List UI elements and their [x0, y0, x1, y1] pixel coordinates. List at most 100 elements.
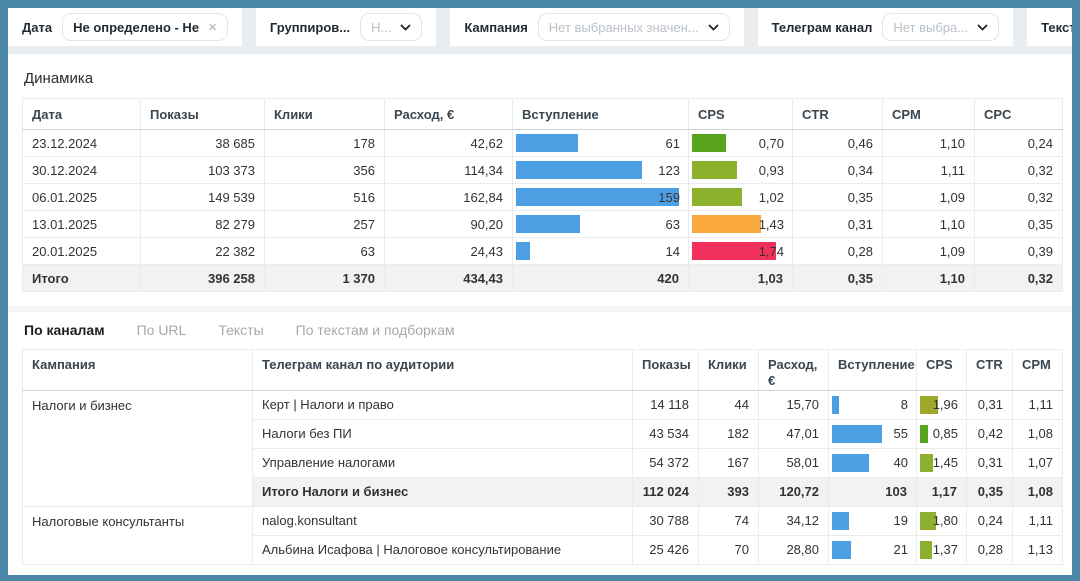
cps-cell-value: 1,02	[758, 189, 784, 205]
date-cell: 20.01.2025	[22, 237, 141, 265]
header-row: Дата Показы Клики Расход, € Вступление CPS CTR…	[22, 98, 1063, 130]
cpm-cell: 1,08	[1012, 418, 1063, 449]
cps-cell-bar	[920, 424, 928, 443]
cps-cell-value: 1,96	[932, 397, 958, 412]
join-cell-bar	[832, 511, 850, 530]
shows-cell: 38 685	[140, 129, 265, 157]
cps-cell: 1,37	[916, 534, 967, 565]
column-header[interactable]: CPS	[688, 98, 793, 130]
cps-cell-bar	[692, 242, 777, 260]
dynamics-total-row: Итого 396 258 1 370 434,43 420 1,03 0,35 1,10 0,…	[22, 264, 1063, 292]
column-header[interactable]: Клики	[698, 349, 759, 391]
join-cell-value: 123	[658, 162, 680, 178]
join-cell-bar	[516, 134, 579, 152]
tab-texts[interactable]: Тексты	[218, 322, 264, 338]
column-header[interactable]: CPM	[1012, 349, 1063, 391]
cps-cell: 1,43	[688, 210, 793, 238]
spend-cell: 114,34	[384, 156, 513, 184]
channels-table: Кампания Телеграм канал по аудитории Показ…	[22, 349, 1063, 565]
shows-cell: 149 539	[140, 183, 265, 211]
total-label: Итого	[22, 264, 141, 292]
shows-cell: 43 534	[632, 418, 699, 449]
join-cell-bar	[832, 395, 840, 414]
dynamics-row: 30.12.2024 103 373 356 114,34 123 0,93 0,34 1,1…	[22, 156, 1063, 184]
chevron-down-icon	[707, 23, 719, 31]
filter-campaign-value: Нет выбранных значен...	[548, 19, 699, 35]
filter-telegram-channel-select[interactable]: Нет выбра...	[882, 13, 1000, 41]
shows-cell: 54 372	[632, 447, 699, 478]
column-header[interactable]: CPM	[882, 98, 975, 130]
column-header[interactable]: Дата	[22, 98, 141, 130]
spend-cell: 24,43	[384, 237, 513, 265]
column-header[interactable]: Расход, €	[758, 349, 829, 391]
channels-row: Управление налогами 54 372 167 58,01 40 1,45 0…	[23, 447, 1063, 478]
cps-cell-bar	[920, 540, 933, 559]
cps-cell: 0,70	[688, 129, 793, 157]
filter-date: Дата Не определено - Не ×	[8, 8, 242, 46]
filter-date-chip[interactable]: Не определено - Не ×	[62, 13, 228, 41]
filter-campaign-select[interactable]: Нет выбранных значен...	[537, 13, 730, 41]
column-header[interactable]: Показы	[632, 349, 699, 391]
cps-cell-value: 0,85	[932, 426, 958, 441]
column-header[interactable]: Показы	[140, 98, 265, 130]
column-header[interactable]: CTR	[792, 98, 883, 130]
join-cell-value: 21	[893, 542, 908, 557]
column-header[interactable]: Клики	[264, 98, 385, 130]
join-cell: 40	[828, 447, 917, 478]
tab-texts-and-collections[interactable]: По текстам и подборкам	[295, 322, 455, 338]
clicks-cell: 167	[698, 447, 759, 478]
column-header[interactable]: Телеграм канал по аудитории	[252, 349, 633, 391]
cps-cell: 1,80	[916, 505, 967, 536]
cpm-cell: 1,10	[882, 129, 975, 157]
filter-campaign-label: Кампания	[464, 19, 528, 35]
spend-cell: 58,01	[758, 447, 829, 478]
join-cell: 159	[512, 183, 689, 211]
dynamics-row: 23.12.2024 38 685 178 42,62 61 0,70 0,46 1,10 0,…	[22, 129, 1063, 157]
channel-cell: Керт | Налоги и право	[252, 389, 633, 420]
cps-cell-bar	[920, 511, 937, 530]
ctr-cell: 0,28	[966, 534, 1013, 565]
date-cell: 30.12.2024	[22, 156, 141, 184]
ctr-cell: 0,35	[792, 183, 883, 211]
ctr-cell: 0,31	[966, 389, 1013, 420]
filter-grouping-select[interactable]: Н...	[360, 13, 423, 41]
cps-cell: 1,03	[688, 264, 793, 292]
date-cell: 13.01.2025	[22, 210, 141, 238]
spend-cell: 120,72	[758, 476, 829, 507]
cps-cell: 1,96	[916, 389, 967, 420]
column-header[interactable]: CPS	[916, 349, 967, 391]
spend-cell: 42,62	[384, 129, 513, 157]
clear-icon[interactable]: ×	[208, 18, 217, 36]
subtotal-label: Итого Налоги и бизнес	[252, 476, 633, 507]
channel-cell: Альбина Исафова | Налоговое консультиров…	[252, 534, 633, 565]
spend-cell: 47,01	[758, 418, 829, 449]
dynamics-row: 06.01.2025 149 539 516 162,84 159 1,02 0,35 1,0…	[22, 183, 1063, 211]
cpc-cell: 0,32	[974, 183, 1063, 211]
dynamics-panel: Динамика Дата Показы Клики Расход, € Вступле…	[8, 54, 1072, 306]
cps-cell-value: 1,37	[932, 542, 958, 557]
clicks-cell: 178	[264, 129, 385, 157]
column-header[interactable]: CTR	[966, 349, 1013, 391]
join-cell: 8	[828, 389, 917, 420]
filter-grouping: Группиров... Н...	[255, 8, 437, 46]
cps-cell-value: 1,45	[932, 455, 958, 470]
cpm-cell: 1,10	[882, 210, 975, 238]
column-header[interactable]: Вступление	[828, 349, 917, 391]
channel-cell: Управление налогами	[252, 447, 633, 478]
column-header[interactable]: Расход, €	[384, 98, 513, 130]
tab-by-channels[interactable]: По каналам	[24, 322, 105, 338]
ctr-cell: 0,46	[792, 129, 883, 157]
column-header[interactable]: CPC	[974, 98, 1063, 130]
cps-cell: 1,45	[916, 447, 967, 478]
dynamics-row: 13.01.2025 82 279 257 90,20 63 1,43 0,31 1,10 0,…	[22, 210, 1063, 238]
join-cell: 63	[512, 210, 689, 238]
cpm-cell: 1,08	[1012, 476, 1063, 507]
clicks-cell: 74	[698, 505, 759, 536]
channels-row: Налоговые консультанты nalog.konsultant 30…	[22, 505, 1063, 565]
column-header[interactable]: Вступление	[512, 98, 689, 130]
column-header[interactable]: Кампания	[22, 349, 253, 391]
cps-cell: 1,17	[916, 476, 967, 507]
clicks-cell: 257	[264, 210, 385, 238]
tab-by-url[interactable]: По URL	[136, 322, 187, 338]
shows-cell: 30 788	[632, 505, 699, 536]
